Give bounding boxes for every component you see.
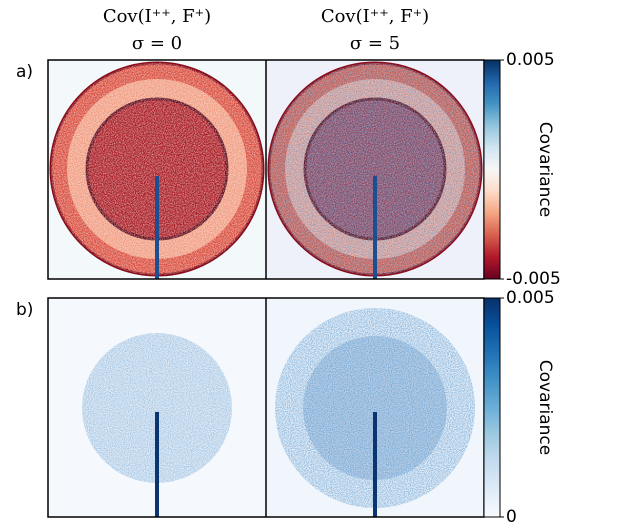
panel-b-images <box>47 297 485 518</box>
panel-label: a) <box>16 62 33 82</box>
column-subtitle: σ = 5 <box>350 33 400 54</box>
column-title: Cov(I⁺⁺, F⁺) <box>103 6 211 27</box>
panel-a-images <box>47 59 485 280</box>
column-subtitle: σ = 0 <box>132 33 182 54</box>
colorbar-label: Covariance <box>535 360 555 455</box>
colorbar-tick-label: 0 <box>506 507 517 527</box>
colorbar-tick-label: 0.005 <box>506 50 555 70</box>
colorbar-tick-label: -0.005 <box>506 269 561 289</box>
colorbar <box>483 59 501 280</box>
colorbar-label: Covariance <box>535 122 555 217</box>
colorbar-tick-label: 0.005 <box>506 288 555 308</box>
panel-label: b) <box>16 300 33 320</box>
column-title: Cov(I⁺⁺, F⁺) <box>321 6 429 27</box>
colorbar <box>483 297 501 518</box>
